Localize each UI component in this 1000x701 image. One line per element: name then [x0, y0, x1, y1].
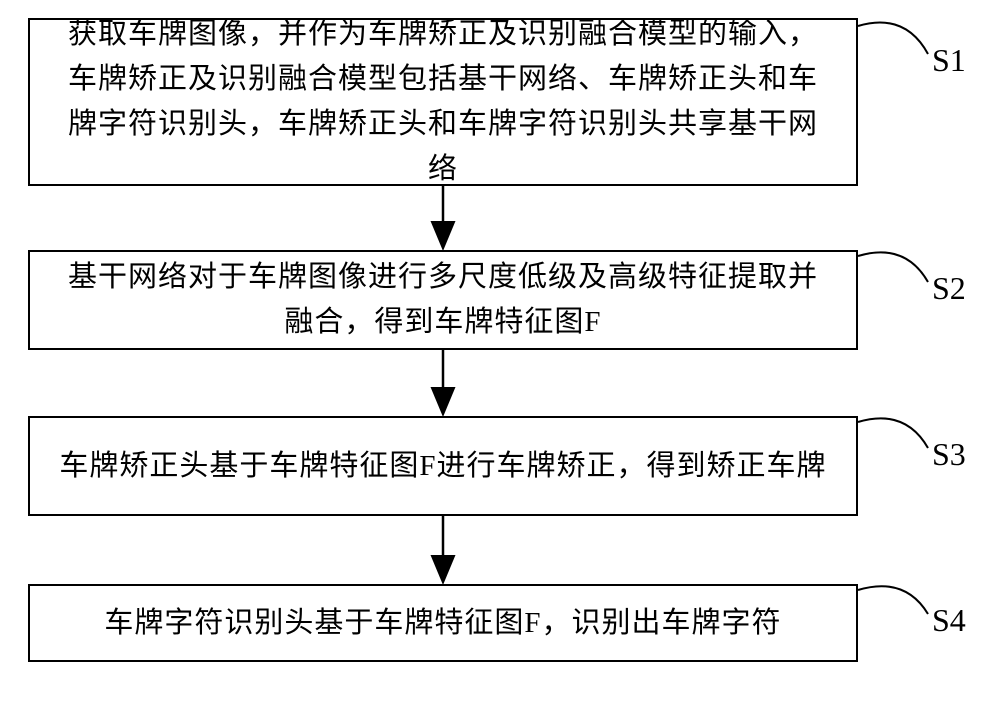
label-connector-s1	[858, 23, 928, 55]
flow-node-s3: 车牌矫正头基于车牌特征图F进行车牌矫正，得到矫正车牌	[28, 416, 858, 516]
flow-node-s2: 基干网络对于车牌图像进行多尺度低级及高级特征提取并融合，得到车牌特征图F	[28, 250, 858, 350]
step-label-s2: S2	[932, 270, 966, 307]
flow-node-s4-text: 车牌字符识别头基于车牌特征图F，识别出车牌字符	[76, 595, 809, 652]
flowchart-canvas: 获取车牌图像，并作为车牌矫正及识别融合模型的输入，车牌矫正及识别融合模型包括基干…	[0, 0, 1000, 701]
label-connector-s2	[858, 252, 928, 282]
label-connector-s3	[858, 418, 928, 448]
label-connector-s4	[858, 586, 928, 614]
step-label-s4: S4	[932, 602, 966, 639]
flow-node-s2-text: 基干网络对于车牌图像进行多尺度低级及高级特征提取并融合，得到车牌特征图F	[30, 249, 856, 351]
step-label-s3: S3	[932, 436, 966, 473]
flow-node-s1-text: 获取车牌图像，并作为车牌矫正及识别融合模型的输入，车牌矫正及识别融合模型包括基干…	[30, 6, 856, 198]
step-label-s1: S1	[932, 42, 966, 79]
flow-node-s1: 获取车牌图像，并作为车牌矫正及识别融合模型的输入，车牌矫正及识别融合模型包括基干…	[28, 18, 858, 186]
flow-node-s4: 车牌字符识别头基于车牌特征图F，识别出车牌字符	[28, 584, 858, 662]
flow-node-s3-text: 车牌矫正头基于车牌特征图F进行车牌矫正，得到矫正车牌	[31, 438, 854, 495]
